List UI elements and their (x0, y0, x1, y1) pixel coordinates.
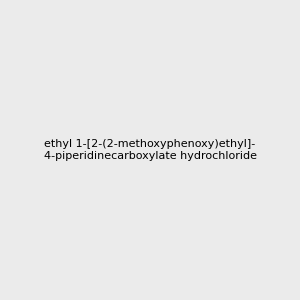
Text: ethyl 1-[2-(2-methoxyphenoxy)ethyl]-
4-piperidinecarboxylate hydrochloride: ethyl 1-[2-(2-methoxyphenoxy)ethyl]- 4-p… (44, 139, 256, 161)
